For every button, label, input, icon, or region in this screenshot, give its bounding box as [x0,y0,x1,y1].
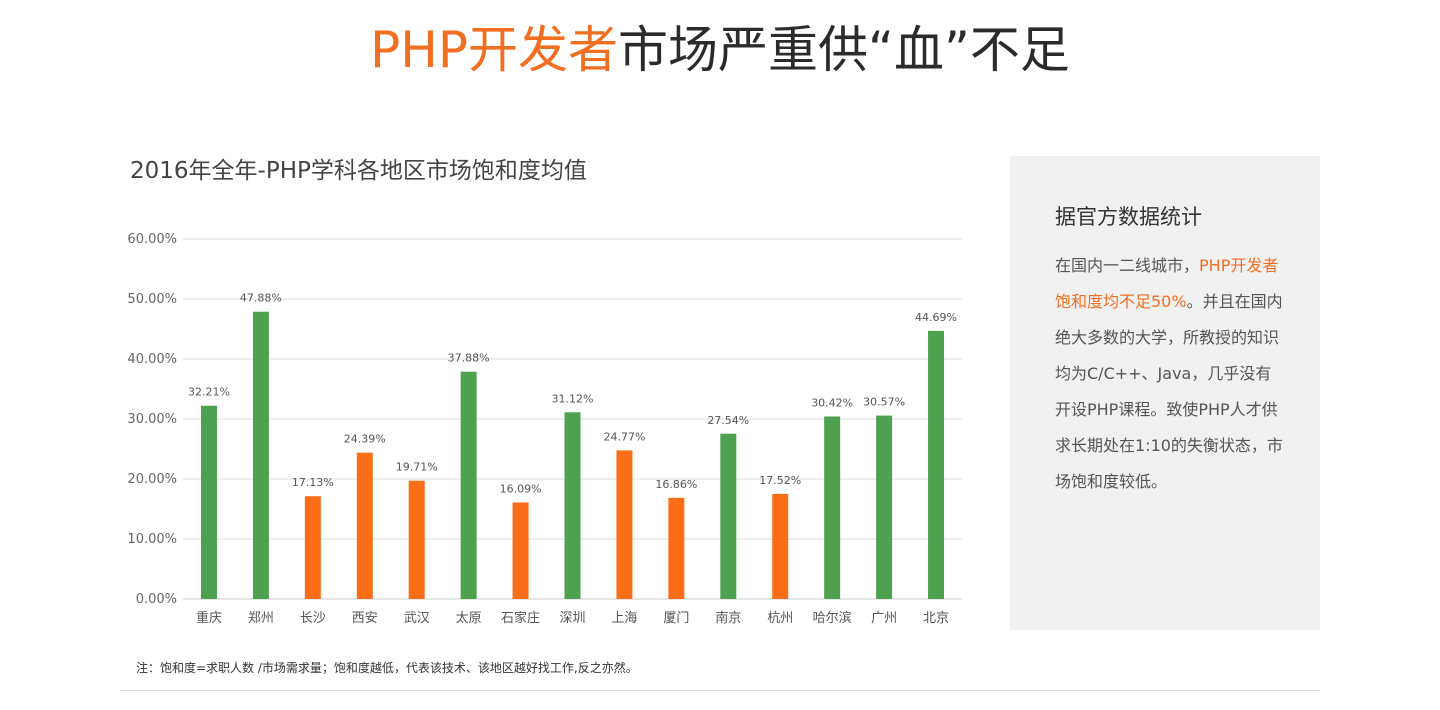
page-headline: PHP开发者市场严重供“血”不足 [0,18,1440,82]
bar-8 [564,412,581,599]
headline-rest: 市场严重供“血”不足 [618,21,1070,79]
data-label: 37.88% [448,352,490,365]
bar-1 [200,405,217,599]
x-category-label: 上海 [611,611,637,626]
bar-2 [252,311,269,599]
chart-title: 2016年全年-PHP学科各地区市场饱和度均值 [130,158,587,184]
bar-chart: 0.00% 10.00% 20.00% 30.00% 40.00% 50.00% 60.00… [127,232,962,626]
y-tick-label: 0.00% [136,592,177,607]
stats-side-panel: 据官方数据统计 在国内一二线城市，PHP开发者饱和度均不足50%。并且在国内绝大… [1010,156,1320,630]
data-label: 17.13% [292,476,334,489]
data-label: 19.71% [396,461,438,474]
footnote: 注：饱和度=求职人数 /市场需求量；饱和度越低，代表该技术、该地区越好找工作,反… [136,661,638,675]
bar-15 [928,330,945,599]
bar-11 [720,433,737,599]
data-label: 24.39% [344,433,386,446]
side-panel-title: 据官方数据统计 [1055,205,1202,229]
x-category-label: 郑州 [248,611,274,626]
x-category-label: 石家庄 [501,610,540,626]
y-tick-label: 20.00% [127,472,177,487]
data-label: 27.54% [707,414,749,427]
data-label: 16.86% [655,478,697,491]
bar-9 [616,450,633,599]
data-label: 44.69% [915,311,957,324]
x-category-label: 北京 [923,611,949,626]
x-category-label: 深圳 [559,611,585,626]
data-labels: 32.21% 47.88% 17.13% 24.39% 19.71% 37.88% 16.0… [188,292,957,496]
x-category-label: 武汉 [404,611,430,626]
bar-10 [668,497,685,599]
bar-12 [772,493,789,599]
x-category-label: 长沙 [300,611,326,626]
side-body-accent: PHP开发者饱和度均不足50% [1055,256,1279,311]
data-label: 16.09% [500,482,542,495]
y-tick-label: 60.00% [127,232,177,247]
x-category-label: 广州 [871,611,897,626]
bar-4 [356,452,373,599]
side-body-rest: 。并且在国内绝大多数的大学，所教授的知识均为C/C++、Java，几乎没有开设P… [1055,292,1283,491]
y-tick-label: 50.00% [127,292,177,307]
data-label: 17.52% [759,474,801,487]
y-axis-labels: 0.00% 10.00% 20.00% 30.00% 40.00% 50.00% 60.00… [127,232,177,607]
bar-6 [460,371,477,599]
data-label: 31.12% [552,392,594,405]
y-tick-label: 30.00% [127,412,177,427]
bottom-divider [120,690,1320,691]
bar-14 [876,415,893,599]
bar-7 [512,502,529,599]
data-label: 30.57% [863,396,905,409]
x-category-label: 重庆 [196,610,222,626]
x-category-label: 杭州 [767,611,793,626]
bars [200,311,945,599]
bar-13 [824,416,841,599]
bar-3 [304,496,321,599]
side-panel-body: 在国内一二线城市，PHP开发者饱和度均不足50%。并且在国内绝大多数的大学，所教… [1055,248,1285,500]
data-label: 47.88% [240,292,282,305]
data-label: 32.21% [188,386,230,399]
x-category-label: 南京 [715,610,741,626]
data-label: 24.77% [603,430,645,443]
y-tick-label: 40.00% [127,352,177,367]
x-category-label: 太原 [456,611,482,626]
y-tick-label: 10.00% [127,532,177,547]
x-category-label: 西安 [352,611,378,626]
side-body-lead: 在国内一二线城市， [1055,256,1200,275]
data-label: 30.42% [811,396,853,409]
x-axis-labels: 重庆 郑州 长沙 西安 武汉 太原 石家庄 深圳 上海 厦门 南京 杭州 哈尔滨 广州 北京 [196,610,949,626]
headline-accent: PHP开发者 [370,21,619,79]
bar-5 [408,480,425,599]
x-category-label: 哈尔滨 [813,610,852,626]
x-category-label: 厦门 [663,611,689,626]
